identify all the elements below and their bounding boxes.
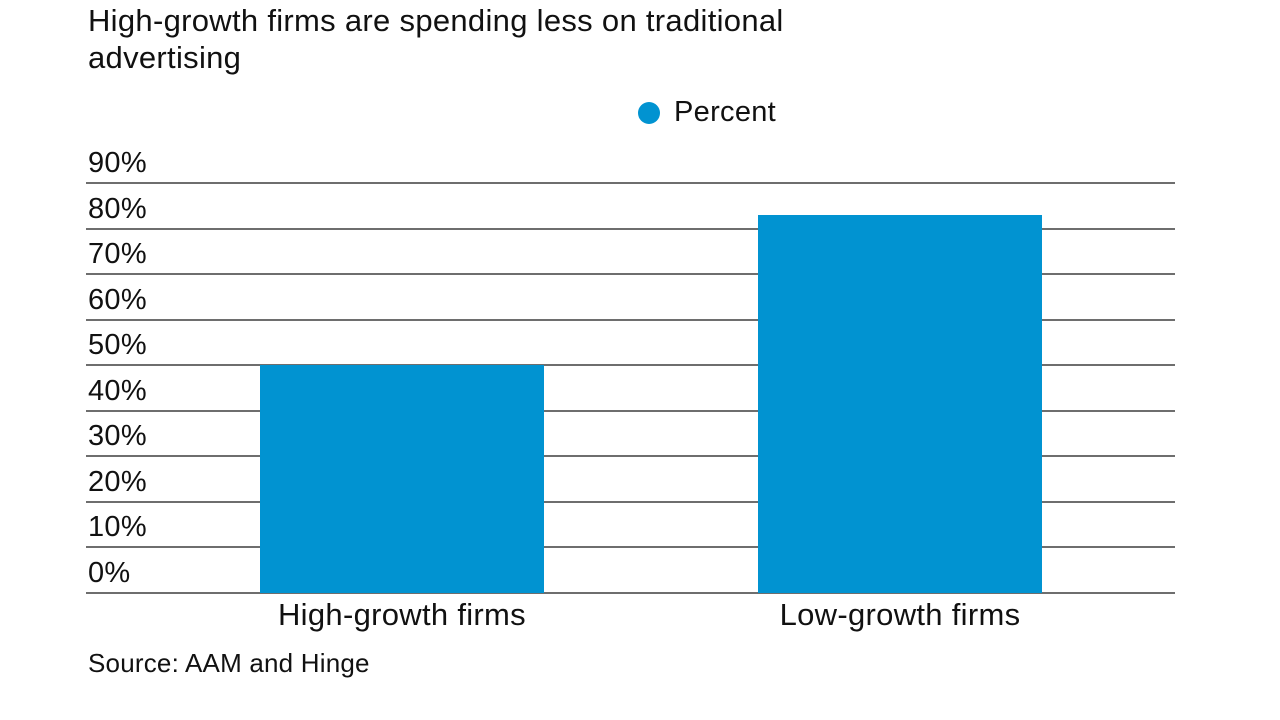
y-gridline-0 <box>86 592 1175 594</box>
bar-2 <box>758 215 1042 593</box>
y-gridline-90 <box>86 182 1175 184</box>
y-tick-label-0: 0% <box>88 557 131 589</box>
y-tick-label-30: 30% <box>88 420 147 452</box>
y-tick-label-50: 50% <box>88 329 147 361</box>
bar-1 <box>260 365 544 593</box>
legend-marker-icon <box>638 101 660 124</box>
y-gridline-50 <box>86 364 1175 366</box>
y-gridline-10 <box>86 546 1175 548</box>
x-category-label-1: High-growth firms <box>278 597 526 632</box>
x-category-label-2: Low-growth firms <box>779 597 1021 632</box>
y-tick-label-40: 40% <box>88 375 147 407</box>
source-note: Source: AAM and Hinge <box>88 648 370 678</box>
y-tick-label-80: 80% <box>88 193 147 225</box>
y-tick-label-10: 10% <box>88 511 147 543</box>
y-gridline-40 <box>86 410 1175 412</box>
chart-title-line-2: advertising <box>88 40 242 75</box>
y-gridline-60 <box>86 319 1175 321</box>
y-tick-label-70: 70% <box>88 238 147 270</box>
legend-label: Percent <box>674 96 777 128</box>
y-tick-label-20: 20% <box>88 466 147 498</box>
y-gridline-70 <box>86 273 1175 275</box>
chart-title-line-1: High-growth firms are spending less on t… <box>88 3 784 38</box>
y-tick-label-90: 90% <box>88 147 147 179</box>
y-gridline-20 <box>86 501 1175 503</box>
y-gridline-30 <box>86 455 1175 457</box>
legend: Percent <box>638 96 776 129</box>
chart-title: High-growth firms are spending less on t… <box>88 2 784 76</box>
y-gridline-80 <box>86 228 1175 230</box>
y-tick-label-60: 60% <box>88 284 147 316</box>
